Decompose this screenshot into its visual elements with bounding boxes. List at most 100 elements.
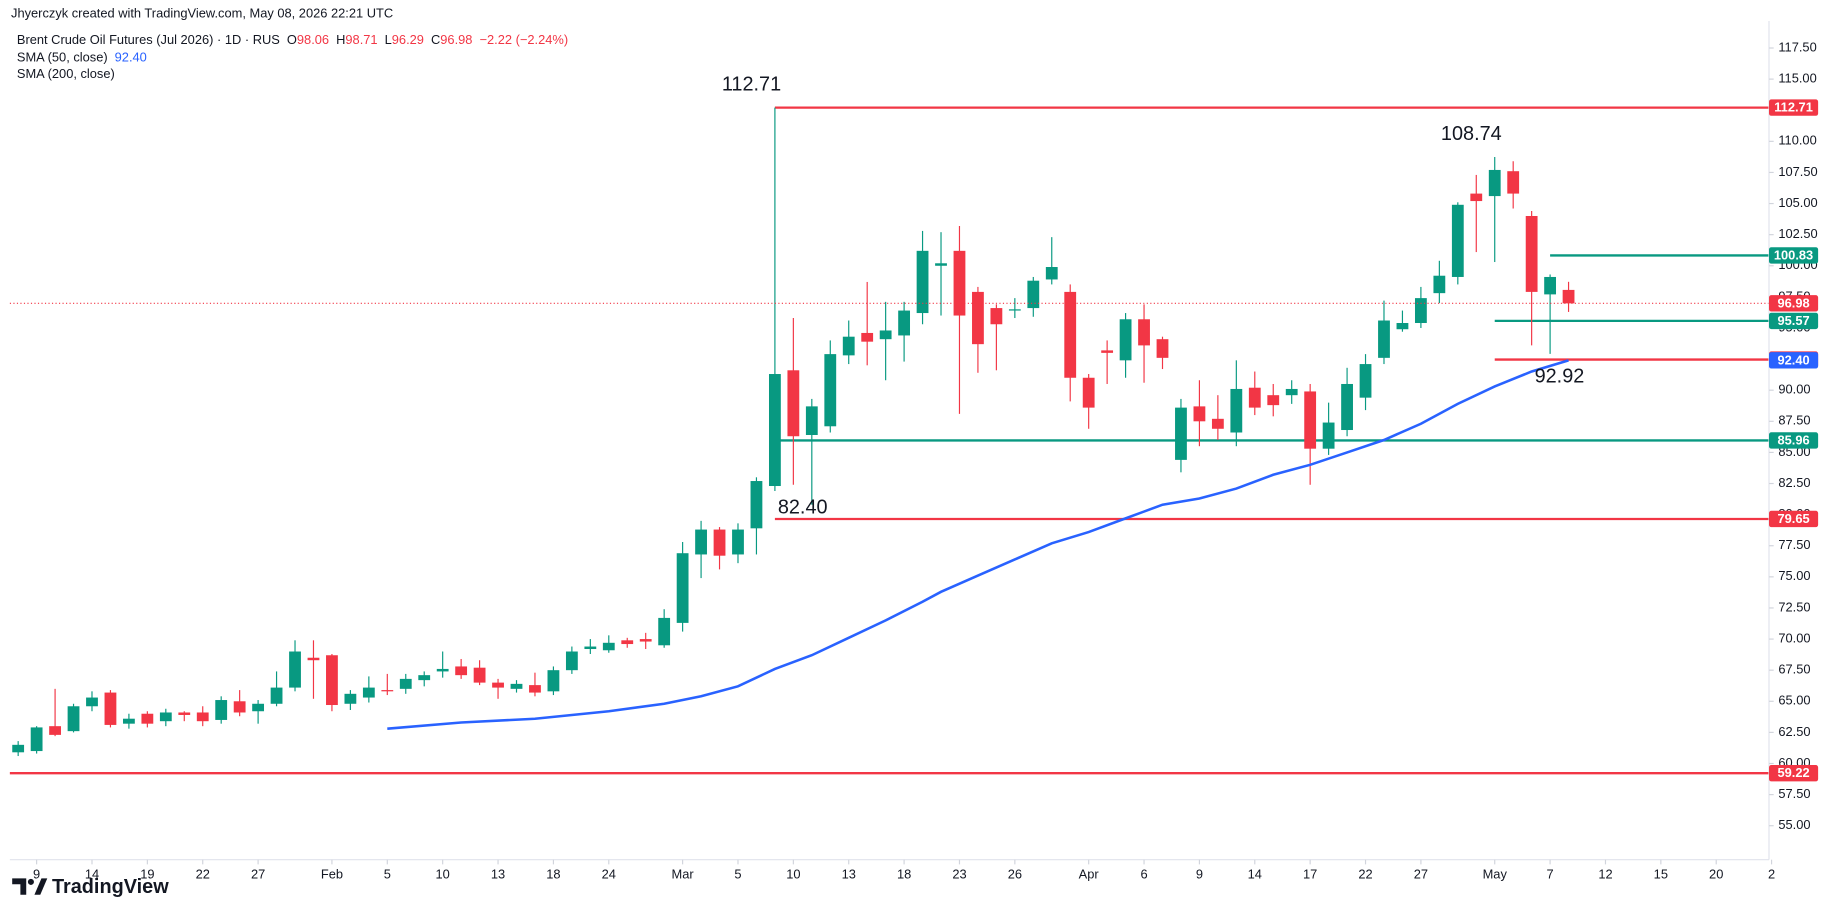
- candle-body: [1488, 169, 1501, 197]
- candle-body: [436, 668, 449, 672]
- candle-body: [732, 529, 744, 555]
- candle-body: [898, 310, 911, 336]
- y-tick-label: 87.50: [1778, 413, 1810, 428]
- x-tick-label: 10: [786, 866, 800, 881]
- candle-body: [916, 250, 929, 314]
- candle-body: [1544, 276, 1557, 295]
- candle-body: [529, 685, 541, 693]
- candle-body: [1470, 193, 1483, 202]
- candle-body: [658, 617, 671, 646]
- x-tick-label: 2: [1768, 866, 1775, 881]
- ohlc-letter: C: [431, 32, 440, 47]
- candle-body: [252, 703, 265, 712]
- logo-dot: [27, 878, 34, 885]
- x-tick-label: 17: [1303, 866, 1317, 881]
- x-tick-label: 19: [140, 866, 154, 881]
- candle-body: [270, 687, 283, 704]
- indicators-layer: [387, 359, 1569, 730]
- candle-body: [1507, 171, 1520, 194]
- candle-body: [141, 713, 154, 724]
- y-tick-label: 62.50: [1778, 724, 1810, 739]
- candle-body: [750, 481, 763, 529]
- candle-body: [289, 651, 301, 688]
- candle-body: [1045, 267, 1058, 280]
- candle-body: [30, 727, 43, 752]
- x-tick-label: Apr: [1079, 866, 1100, 881]
- y-tick-label: 72.50: [1778, 599, 1810, 614]
- candle-body: [879, 330, 892, 340]
- level-badge-bg: [1769, 312, 1819, 330]
- level-badge: 85.96: [1777, 432, 1809, 447]
- x-tick-label: 27: [251, 866, 265, 881]
- y-tick-label: 65.00: [1778, 693, 1810, 708]
- x-tick-label: 22: [1358, 866, 1372, 881]
- candle-body: [12, 744, 25, 753]
- legend-sma50: SMA (50, close) 92.40: [17, 50, 147, 65]
- x-tick-label: 15: [1654, 866, 1668, 881]
- candle-body: [86, 697, 98, 707]
- logo-mark: [34, 878, 48, 895]
- candle-body: [953, 250, 966, 316]
- x-tick-label: 24: [602, 866, 616, 881]
- candle-body: [1562, 289, 1575, 304]
- overlay-layer: 112.71 108.74 92.92 82.40: [9, 74, 1769, 518]
- candle-body: [1248, 387, 1261, 408]
- x-tick-label: 22: [196, 866, 210, 881]
- candle-body: [510, 683, 523, 689]
- candle-body: [1322, 422, 1335, 449]
- price-annotation: 108.74: [1441, 123, 1502, 145]
- x-tick-label: 14: [85, 866, 99, 881]
- candle-body: [455, 666, 468, 676]
- x-tick-label: 10: [436, 866, 450, 881]
- x-tick-label: 20: [1709, 866, 1723, 881]
- x-tick-label: 6: [1140, 866, 1147, 881]
- candle-body: [547, 670, 560, 692]
- levels-layer: [9, 106, 1769, 775]
- candle-body: [104, 692, 117, 725]
- candle-body: [1175, 407, 1187, 460]
- logo-mark: [12, 878, 27, 895]
- x-tick-label: May: [1483, 866, 1508, 881]
- candle-body: [1064, 291, 1077, 378]
- x-tick-label: 9: [33, 866, 40, 881]
- last-price-badge: 96.98: [1777, 295, 1809, 310]
- candle-body: [215, 700, 228, 720]
- x-tick-label: 27: [1414, 866, 1428, 881]
- candles-layer: [12, 107, 1575, 757]
- candle-body: [1304, 391, 1317, 449]
- candle-body: [990, 308, 1003, 325]
- candle-body: [805, 406, 818, 435]
- candle-body: [768, 374, 781, 487]
- ohlc-value: 96.98: [440, 32, 472, 47]
- x-tick-label: 7: [1547, 866, 1554, 881]
- candle-body: [1082, 377, 1095, 408]
- candle-body: [565, 651, 578, 671]
- candle-body: [1008, 309, 1021, 311]
- level-badge-bg: [1769, 765, 1819, 782]
- change: −2.22 (−2.24%): [479, 32, 568, 47]
- candle-body: [473, 667, 486, 683]
- symbol-title: Brent Crude Oil Futures (Jul 2026) · 1D …: [17, 32, 280, 47]
- level-badge-bg: [1769, 432, 1819, 449]
- legend-main: Brent Crude Oil Futures (Jul 2026) · 1D …: [17, 32, 568, 47]
- x-tick-label: Feb: [321, 866, 343, 881]
- badges-layer: 112.71100.8395.5792.4685.9679.6559.2296.…: [1769, 99, 1819, 782]
- y-tick-label: 115.00: [1778, 71, 1816, 86]
- candle-body: [1285, 388, 1298, 396]
- x-tick-label: 18: [897, 866, 911, 881]
- candle-body: [972, 291, 984, 345]
- candle-body: [1267, 395, 1280, 406]
- candle-body: [695, 529, 707, 555]
- x-tick-label: 26: [1008, 866, 1022, 881]
- y-tick-label: 107.50: [1778, 164, 1817, 179]
- candle-body: [122, 718, 135, 724]
- candle-body: [1119, 319, 1132, 361]
- candle-body: [492, 682, 504, 688]
- candle-body: [399, 678, 412, 689]
- candle-body: [307, 657, 320, 661]
- last-price-badge-bg: [1769, 295, 1819, 312]
- x-tick-label: 14: [1248, 866, 1262, 881]
- candle-body: [418, 675, 431, 681]
